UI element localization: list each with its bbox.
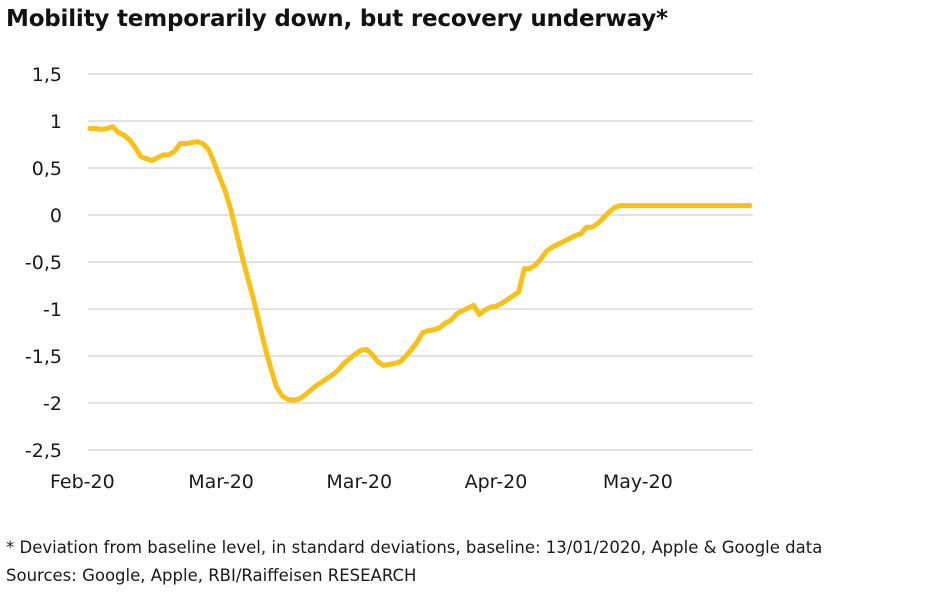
x-axis-tick-labels: Feb-20 Mar-20 Mar-20 Apr-20 May-20 bbox=[50, 471, 673, 493]
y-tick-label: -0,5 bbox=[25, 252, 62, 274]
y-tick-label: -1 bbox=[43, 299, 62, 321]
series-layer bbox=[87, 124, 753, 403]
sources-note: Sources: Google, Apple, RBI/Raiffeisen R… bbox=[6, 566, 417, 585]
y-axis-tick-labels: 1,5 1 0,5 0 -0,5 -1 -1,5 -2 -2,5 bbox=[25, 64, 62, 462]
x-tick-label: Feb-20 bbox=[50, 471, 115, 493]
y-tick-label: 1,5 bbox=[32, 64, 62, 86]
y-tick-label: 0 bbox=[50, 205, 62, 227]
y-tick-label: -1,5 bbox=[25, 346, 62, 368]
footnote: * Deviation from baseline level, in stan… bbox=[6, 538, 823, 557]
y-tick-label: -2 bbox=[43, 393, 62, 415]
y-tick-label: 0,5 bbox=[32, 158, 62, 180]
x-tick-label: Mar-20 bbox=[188, 471, 254, 493]
series-line bbox=[87, 124, 753, 403]
y-tick-label: -2,5 bbox=[25, 440, 62, 462]
line-chart: 1,5 1 0,5 0 -0,5 -1 -1,5 -2 -2,5 Feb-20 Mar-20 Mar… bbox=[25, 64, 753, 493]
x-tick-label: May-20 bbox=[603, 471, 673, 493]
y-tick-label: 1 bbox=[50, 111, 62, 133]
chart-title: Mobility temporarily down, but recovery … bbox=[6, 6, 668, 32]
grid-lines bbox=[88, 73, 753, 451]
x-tick-label: Apr-20 bbox=[465, 471, 528, 493]
x-tick-label: Mar-20 bbox=[326, 471, 392, 493]
